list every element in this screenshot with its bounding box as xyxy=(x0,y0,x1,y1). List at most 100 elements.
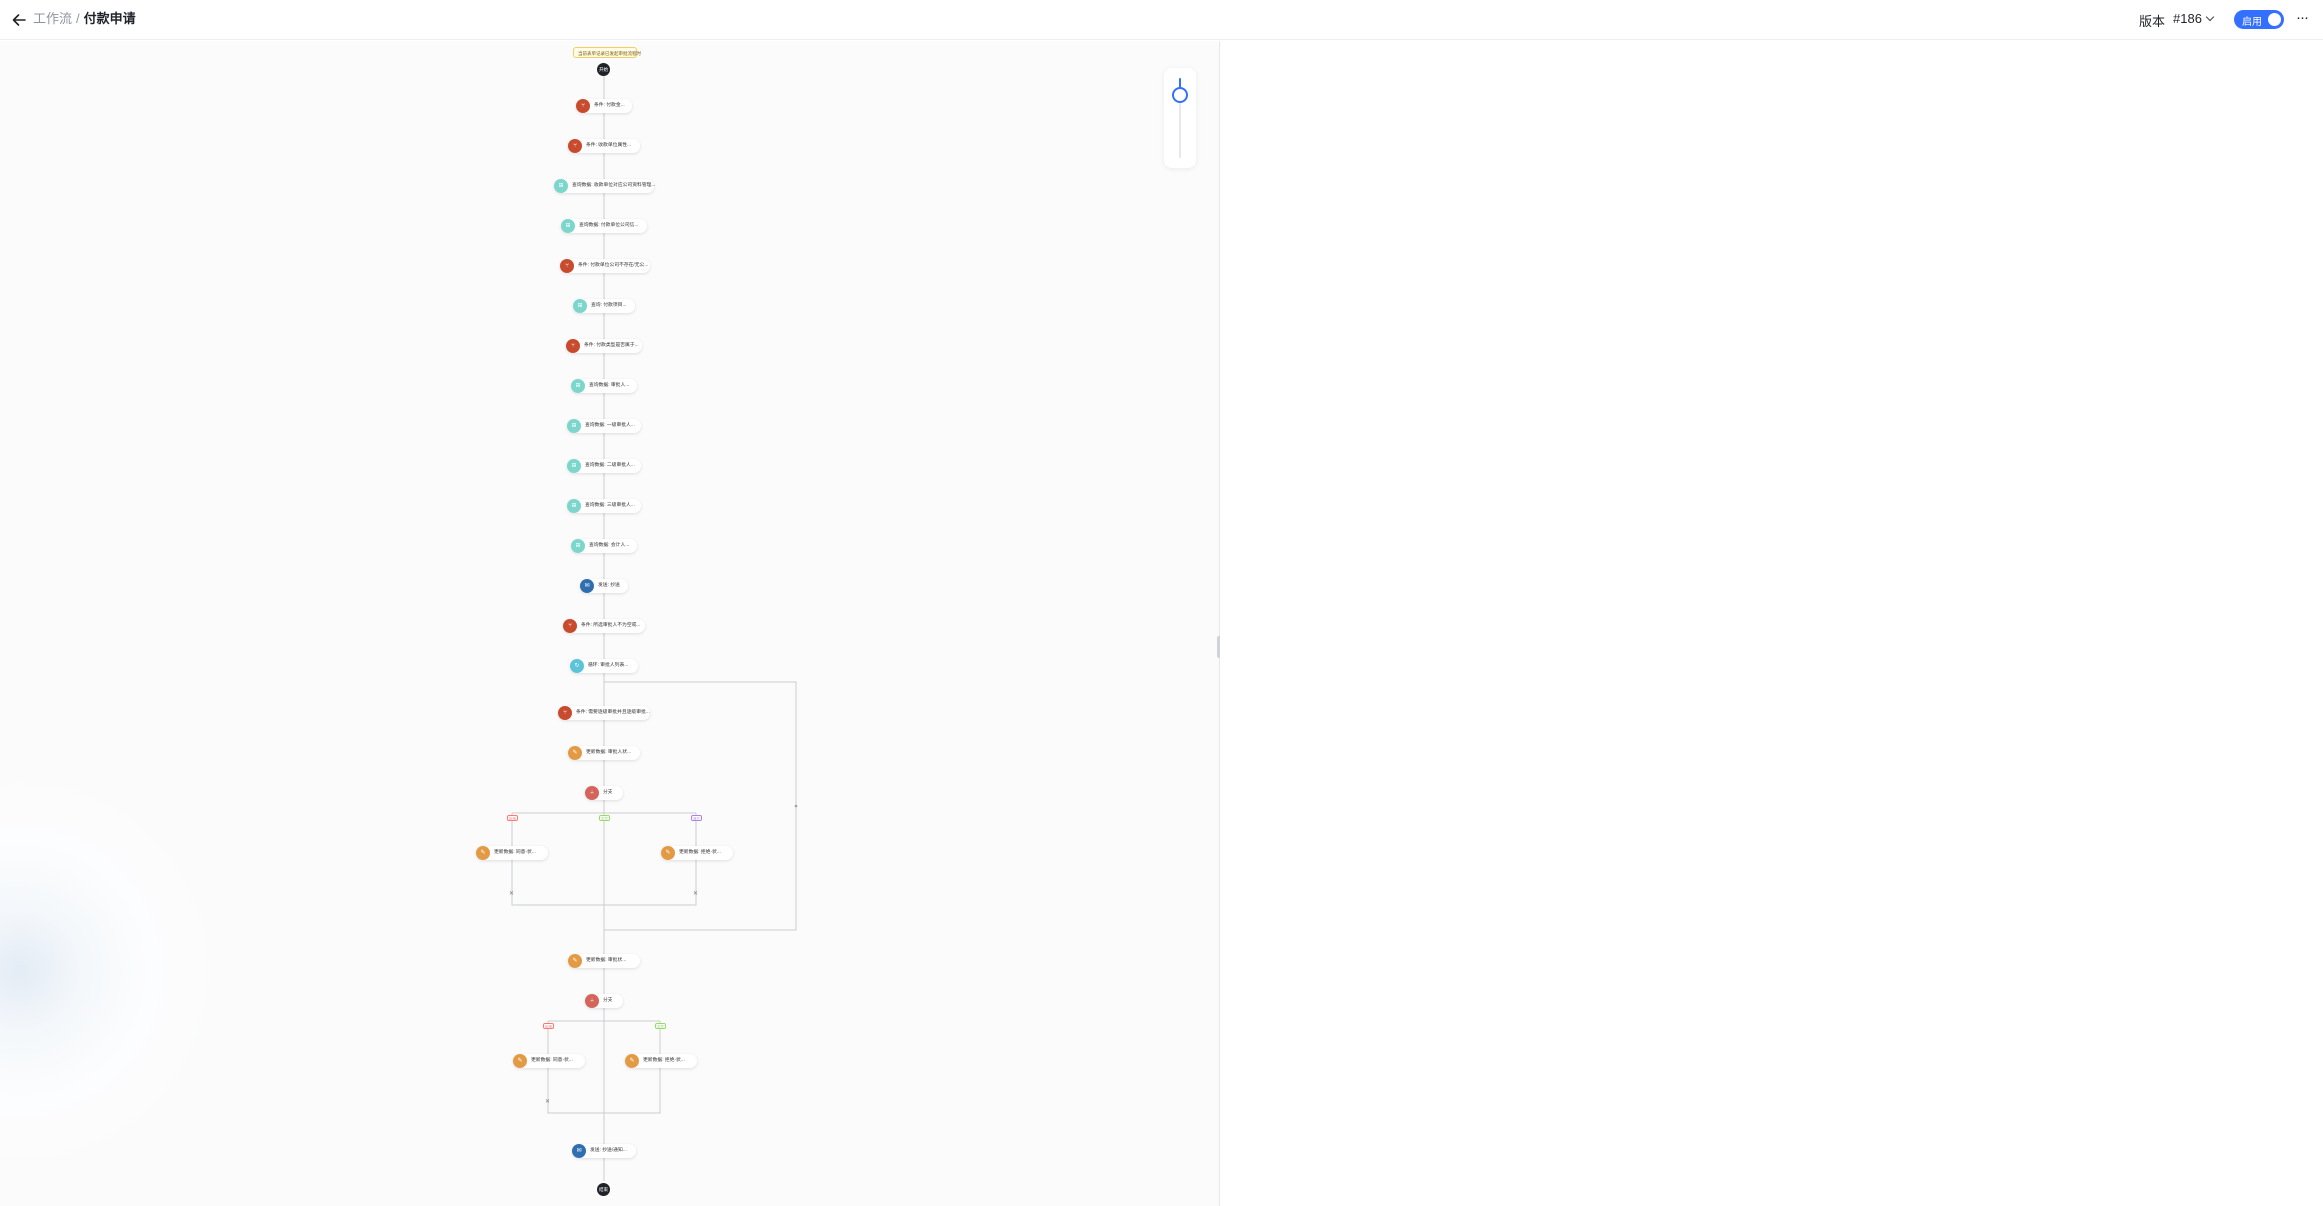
query-data-icon: ⊞ xyxy=(571,539,585,553)
top-bar: 工作流 / 付款申请 版本 #186 启用 ··· xyxy=(0,0,2323,40)
flow-node-query[interactable]: ⊞ 查询数据: 二级审批人... xyxy=(567,459,641,473)
flow-node-update[interactable]: ✎ 更新数据: 拒绝-状... xyxy=(661,846,733,860)
flow-node-label: 查询数据: 收款单位对应公司资料管理... xyxy=(572,183,656,188)
update-data-icon: ✎ xyxy=(661,846,675,860)
properties-panel xyxy=(1220,41,2323,1206)
enable-toggle-label: 启用 xyxy=(2242,17,2262,28)
flow-node-update[interactable]: ✎ 更新数据: 同意-状... xyxy=(476,846,548,860)
update-data-icon: ✎ xyxy=(568,954,582,968)
page-title: 付款申请 xyxy=(83,11,136,26)
branch-end-icon: ✕ xyxy=(693,891,699,897)
breadcrumb-parent-link[interactable]: 工作流 xyxy=(33,11,73,26)
trigger-node[interactable]: 当前表单记录已发起审批流程时 xyxy=(573,47,641,58)
flow-node-branch[interactable]: ⑃ 分支 xyxy=(585,786,623,800)
flow-node-condition[interactable]: ⑂ 条件: 付款金... xyxy=(576,99,632,113)
condition-icon: ⑂ xyxy=(568,139,582,153)
branch-condition-tag[interactable]: 拒绝 xyxy=(507,815,518,821)
condition-icon: ⑂ xyxy=(560,259,574,273)
flow-node-label: 条件: 付款类型是否属于... xyxy=(584,343,639,348)
flow-node-calc[interactable]: ↻ 循环: 审批人列表... xyxy=(570,659,638,673)
condition-icon: ⑂ xyxy=(558,706,572,720)
flow-node-label: 分支 xyxy=(603,790,613,795)
flow-node-branch[interactable]: ⑃ 分支 xyxy=(585,994,623,1008)
flow-node-label: 查询数据: 付款单位公司信... xyxy=(579,223,639,228)
flow-node-notify[interactable]: ✉ 发送: 抄送 xyxy=(580,579,628,593)
update-data-icon: ✎ xyxy=(625,1054,639,1068)
flow-node-condition[interactable]: ⑂ 条件: 需要逐级审批并且逐级审批... xyxy=(558,706,650,720)
panel-resize-handle[interactable] xyxy=(1217,636,1221,658)
flow-node-label: 查询数据: 二级审批人... xyxy=(585,463,635,468)
notify-icon: ✉ xyxy=(580,579,594,593)
flow-node-label: 更新数据: 审批人状... xyxy=(586,750,632,755)
branch-end-icon: ✕ xyxy=(509,891,515,897)
flow-node-label: 更新数据: 审批状... xyxy=(586,958,627,963)
zoom-track[interactable] xyxy=(1179,78,1181,158)
zoom-fill xyxy=(1179,78,1181,92)
branch-icon: ⑃ xyxy=(585,994,599,1008)
query-data-icon: ⊞ xyxy=(573,299,587,313)
flow-node-query[interactable]: ⊞ 查询数据: 收款单位对应公司资料管理... xyxy=(554,179,656,193)
flow-node-notify[interactable]: ✉ 发送: 抄送/通知... xyxy=(572,1144,636,1158)
start-node[interactable]: 开始 xyxy=(597,63,610,76)
flow-node-update[interactable]: ✎ 更新数据: 审批人状... xyxy=(568,746,640,760)
flow-node-query[interactable]: ⊞ 查询数据: 一级审批人... xyxy=(567,419,641,433)
branch-icon: ⑃ xyxy=(585,786,599,800)
arrow-left-icon[interactable] xyxy=(10,11,28,29)
flow-node-label: 条件: 收款单位属性... xyxy=(586,143,632,148)
flow-node-condition[interactable]: ⑂ 条件: 付款类型是否属于... xyxy=(566,339,642,353)
end-node[interactable]: 结束 xyxy=(597,1183,610,1196)
flow-node-query[interactable]: ⊞ 查询数据: 三级审批人... xyxy=(567,499,641,513)
flow-node-label: 查询数据: 一级审批人... xyxy=(585,423,635,428)
flow-node-condition[interactable]: ⑂ 条件: 付款单位公司不存在/无公... xyxy=(560,259,650,273)
condition-icon: ⑂ xyxy=(566,339,580,353)
flow-node-label: 条件: 付款单位公司不存在/无公... xyxy=(578,263,649,268)
loop-icon: ↻ xyxy=(570,659,584,673)
flow-node-condition[interactable]: ⑂ 条件: 收款单位属性... xyxy=(568,139,640,153)
flow-node-label: 查询数据: 三级审批人... xyxy=(585,503,635,508)
flow-node-query[interactable]: ⊞ 查询数据: 审批人... xyxy=(571,379,637,393)
flow-node-label: 条件: 需要逐级审批并且逐级审批... xyxy=(576,710,650,715)
flow-node-update[interactable]: ✎ 更新数据: 同意-状... xyxy=(513,1054,585,1068)
flow-node-query[interactable]: ⊞ 查询: 付款项目... xyxy=(573,299,635,313)
flow-node-label: 条件: 付款金... xyxy=(594,103,625,108)
flow-node-condition[interactable]: ⑂ 条件: 所选审批人不为空或... xyxy=(563,619,645,633)
version-label: 版本 xyxy=(2139,14,2166,29)
flow-node-label: 更新数据: 同意-状... xyxy=(494,850,536,855)
flow-node-label: 循环: 审批人列表... xyxy=(588,663,629,668)
workflow-canvas[interactable]: 当前表单记录已发起审批流程时 开始 结束 ⑂ 条件: 付款金... ⑂ 条件: 收款单位属性… xyxy=(0,41,1219,1206)
flow-node-label: 查询数据: 会计人... xyxy=(589,543,630,548)
branch-condition-tag[interactable]: 同意 xyxy=(599,815,610,821)
condition-icon: ⑂ xyxy=(563,619,577,633)
flow-node-update[interactable]: ✎ 更新数据: 拒绝-状... xyxy=(625,1054,697,1068)
query-data-icon: ⊞ xyxy=(561,219,575,233)
query-data-icon: ⊞ xyxy=(567,499,581,513)
query-data-icon: ⊞ xyxy=(567,459,581,473)
more-horizontal-icon[interactable]: ··· xyxy=(2296,9,2309,26)
update-data-icon: ✎ xyxy=(513,1054,527,1068)
panel-divider xyxy=(1219,41,1220,1206)
flow-node-label: 分支 xyxy=(603,998,613,1003)
flow-node-label: 发送: 抄送 xyxy=(598,583,620,588)
branch-condition-tag[interactable]: 拒绝 xyxy=(543,1023,554,1029)
zoom-control xyxy=(1164,68,1196,168)
branch-end-icon: ✕ xyxy=(545,1099,551,1105)
version-select[interactable]: #186 xyxy=(2173,11,2215,26)
flow-node-update[interactable]: ✎ 更新数据: 审批状... xyxy=(568,954,640,968)
update-data-icon: ✎ xyxy=(476,846,490,860)
breadcrumb: 工作流 / 付款申请 xyxy=(33,10,136,28)
query-data-icon: ⊞ xyxy=(554,179,568,193)
chevron-down-icon xyxy=(2205,12,2215,22)
query-data-icon: ⊞ xyxy=(567,419,581,433)
notify-icon: ✉ xyxy=(572,1144,586,1158)
enable-toggle[interactable]: 启用 xyxy=(2234,10,2284,29)
flow-node-label: 更新数据: 拒绝-状... xyxy=(643,1058,685,1063)
flow-node-label: 查询数据: 审批人... xyxy=(589,383,630,388)
branch-condition-tag[interactable]: 其它 xyxy=(691,815,702,821)
zoom-slider-handle[interactable] xyxy=(1172,87,1188,103)
flow-node-query[interactable]: ⊞ 查询数据: 会计人... xyxy=(571,539,637,553)
version-value: #186 xyxy=(2173,11,2202,26)
flow-node-label: 更新数据: 拒绝-状... xyxy=(679,850,721,855)
branch-condition-tag[interactable]: 同意 xyxy=(655,1023,666,1029)
flow-node-query[interactable]: ⊞ 查询数据: 付款单位公司信... xyxy=(561,219,647,233)
flow-node-label: 查询: 付款项目... xyxy=(591,303,627,308)
